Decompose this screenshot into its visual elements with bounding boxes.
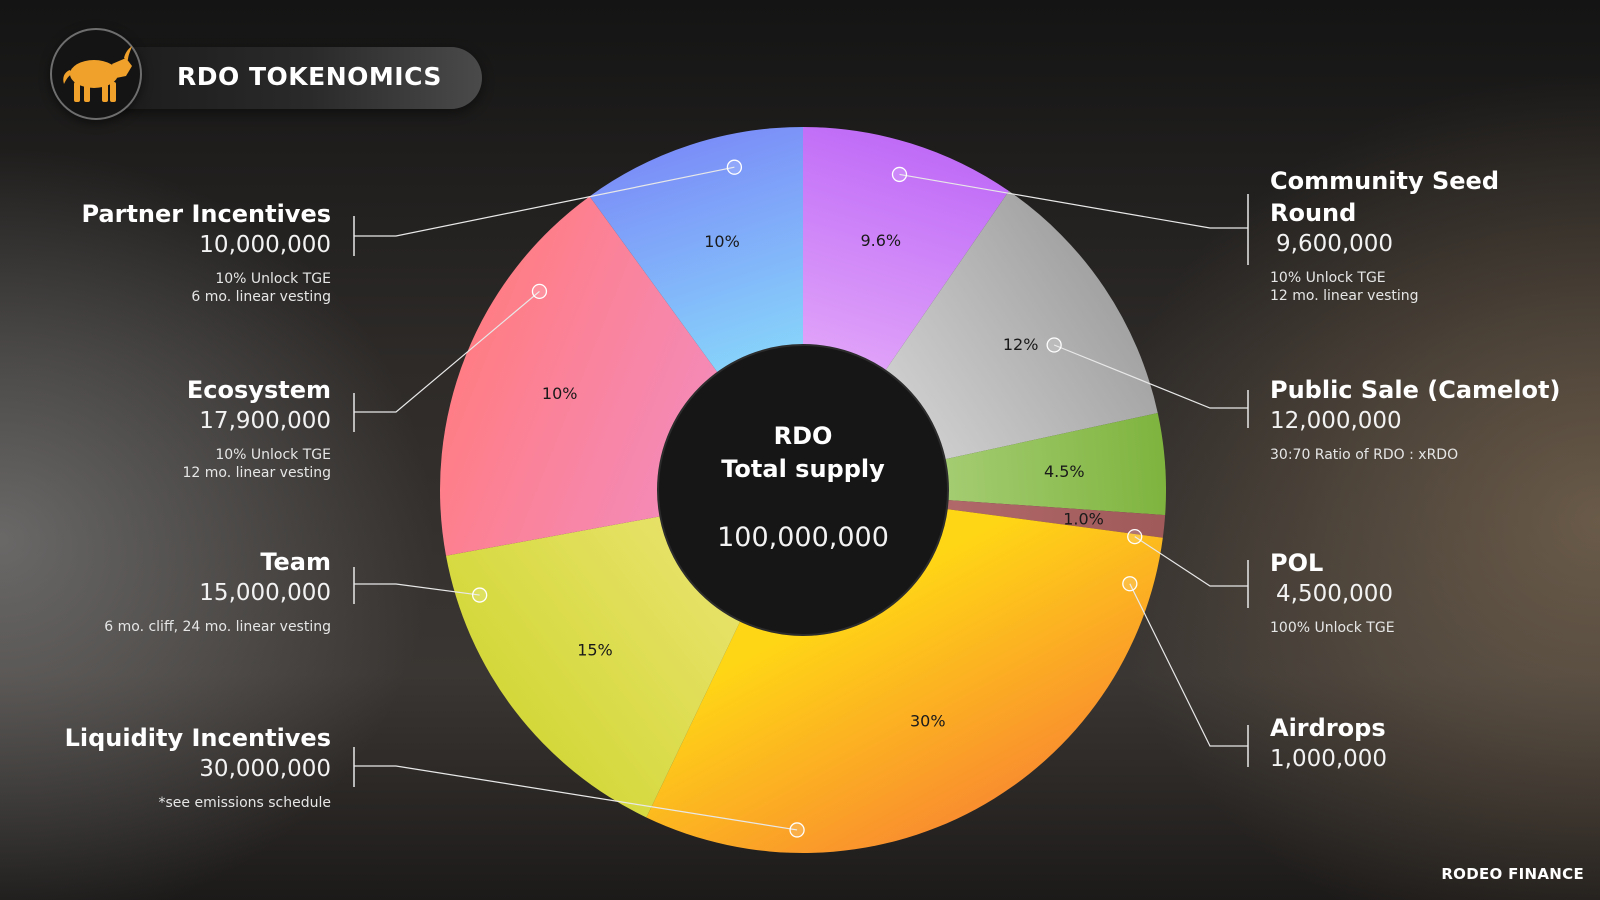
leader-marker bbox=[726, 159, 743, 175]
label-amount: 9,600,000 bbox=[1276, 231, 1394, 257]
bull-icon bbox=[63, 46, 132, 102]
label-note: *see emissions schedule bbox=[158, 795, 331, 811]
leader-line bbox=[899, 173, 1248, 229]
label-name: Liquidity Incentives bbox=[64, 724, 331, 752]
leader-marker bbox=[1122, 576, 1138, 592]
center-title-line1: RDO bbox=[773, 422, 833, 450]
percent-label: 1.0% bbox=[1063, 509, 1104, 528]
label-amount: 12,000,000 bbox=[1270, 408, 1402, 434]
label-amount: 10,000,000 bbox=[199, 232, 331, 258]
percent-label: 4.5% bbox=[1044, 462, 1085, 481]
label-public-sale: Public Sale (Camelot) 12,000,000 30:70 R… bbox=[1270, 374, 1560, 464]
percent-label: 12% bbox=[1003, 335, 1039, 354]
label-amount: 30,000,000 bbox=[199, 756, 331, 782]
label-amount: 15,000,000 bbox=[199, 580, 331, 606]
leader-marker bbox=[1046, 337, 1062, 353]
label-community-seed-round: Community Seed Round 9,600,000 10% Unloc… bbox=[1270, 165, 1499, 305]
label-name: Airdrops bbox=[1270, 714, 1386, 742]
label-note: 10% Unlock TGE 12 mo. linear vesting bbox=[182, 447, 331, 481]
label-partner-incentives: Partner Incentives 10,000,000 10% Unlock… bbox=[81, 198, 331, 306]
label-name: Partner Incentives bbox=[81, 200, 331, 228]
leader-line bbox=[354, 583, 480, 596]
percent-label: 9.6% bbox=[860, 231, 901, 250]
leader-line bbox=[1053, 344, 1248, 409]
leader-marker bbox=[891, 166, 908, 183]
label-amount: 4,500,000 bbox=[1276, 581, 1394, 607]
label-pol: POL 4,500,000 100% Unlock TGE bbox=[1270, 547, 1395, 637]
label-airdrops: Airdrops 1,000,000 bbox=[1270, 712, 1387, 774]
label-note: 10% Unlock TGE 6 mo. linear vesting bbox=[191, 271, 331, 305]
center-title: RDO Total supply bbox=[660, 420, 946, 486]
label-liquidity-incentives: Liquidity Incentives 30,000,000 *see emi… bbox=[65, 722, 331, 812]
percent-label: 10% bbox=[542, 384, 578, 403]
label-amount: 17,900,000 bbox=[199, 408, 331, 434]
logo-badge bbox=[50, 28, 142, 120]
footer-brand: RODEO FINANCE bbox=[1441, 865, 1584, 883]
label-team: Team 15,000,000 6 mo. cliff, 24 mo. line… bbox=[104, 546, 331, 636]
percent-label: 30% bbox=[910, 711, 946, 730]
label-name: POL bbox=[1270, 549, 1324, 577]
leader-line bbox=[1129, 583, 1248, 747]
label-name: Public Sale (Camelot) bbox=[1270, 376, 1561, 404]
leader-line bbox=[354, 765, 798, 831]
label-note: 6 mo. cliff, 24 mo. linear vesting bbox=[104, 619, 331, 635]
page-title: RDO TOKENOMICS bbox=[177, 62, 442, 91]
leader-marker bbox=[1127, 528, 1143, 545]
percent-labels: 9.6% 12% 4.5% 1.0% 30% 15% 10% 10% bbox=[542, 231, 1104, 731]
center-title-line2: Total supply bbox=[721, 455, 885, 483]
label-ecosystem: Ecosystem 17,900,000 10% Unlock TGE 12 m… bbox=[182, 374, 331, 482]
leader-line bbox=[354, 290, 540, 413]
label-name: Team bbox=[260, 548, 331, 576]
percent-label: 10% bbox=[704, 232, 740, 251]
header-pill bbox=[100, 47, 482, 109]
label-name: Community Seed Round bbox=[1270, 167, 1500, 227]
leader-line bbox=[1134, 536, 1248, 587]
donut-hole bbox=[657, 344, 949, 636]
center-total-supply: 100,000,000 bbox=[717, 522, 889, 553]
label-note: 100% Unlock TGE bbox=[1270, 620, 1395, 636]
label-note: 10% Unlock TGE 12 mo. linear vesting bbox=[1270, 270, 1419, 304]
leader-lines bbox=[353, 159, 1249, 838]
label-amount: 1,000,000 bbox=[1270, 746, 1388, 772]
label-note: 30:70 Ratio of RDO : xRDO bbox=[1270, 447, 1459, 463]
percent-label: 15% bbox=[577, 640, 613, 659]
leader-line bbox=[354, 166, 735, 237]
leader-marker bbox=[471, 587, 488, 603]
leader-marker bbox=[789, 822, 805, 838]
label-name: Ecosystem bbox=[186, 376, 331, 404]
leader-marker bbox=[531, 283, 548, 300]
